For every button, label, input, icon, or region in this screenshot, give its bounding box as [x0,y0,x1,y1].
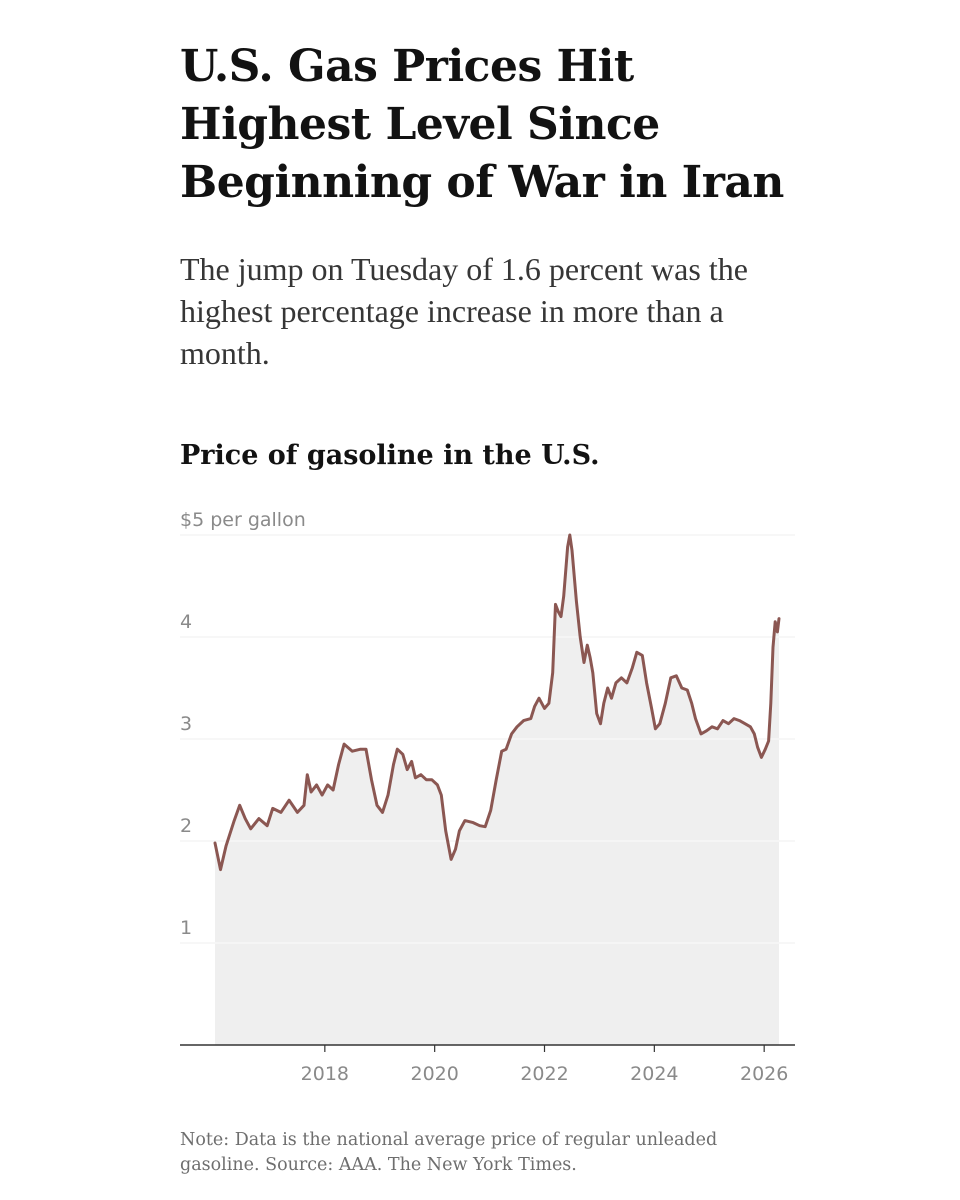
y-tick-label: 3 [180,713,192,735]
x-tick-label: 2024 [630,1063,678,1085]
source-note: Note: Data is the national average price… [180,1130,718,1175]
headline: U.S. Gas Prices Hit Highest Level Since … [180,41,784,208]
y-axis-labels: $5 per gallon 4 3 2 1 [180,509,306,939]
x-tick-label: 2026 [740,1063,788,1085]
y-tick-label: 1 [180,917,192,939]
dek-subheadline: The jump on Tuesday of 1.6 percent was t… [180,251,748,371]
gas-price-chart: $5 per gallon 4 3 2 1 2018 2020 2022 2024 2026 [180,509,795,1085]
y-tick-label: 4 [180,611,192,633]
y-tick-label: 2 [180,815,192,837]
price-series-line [213,533,781,872]
y-tick-label: $5 per gallon [180,509,306,531]
price-area-fill [215,535,779,1045]
grid-overlay [180,534,795,944]
x-axis-labels: 2018 2020 2022 2024 2026 [301,1045,788,1085]
chart-title: Price of gasoline in the U.S. [180,440,600,471]
x-tick-label: 2018 [301,1063,349,1085]
x-tick-label: 2020 [410,1063,458,1085]
x-tick-label: 2022 [520,1063,568,1085]
